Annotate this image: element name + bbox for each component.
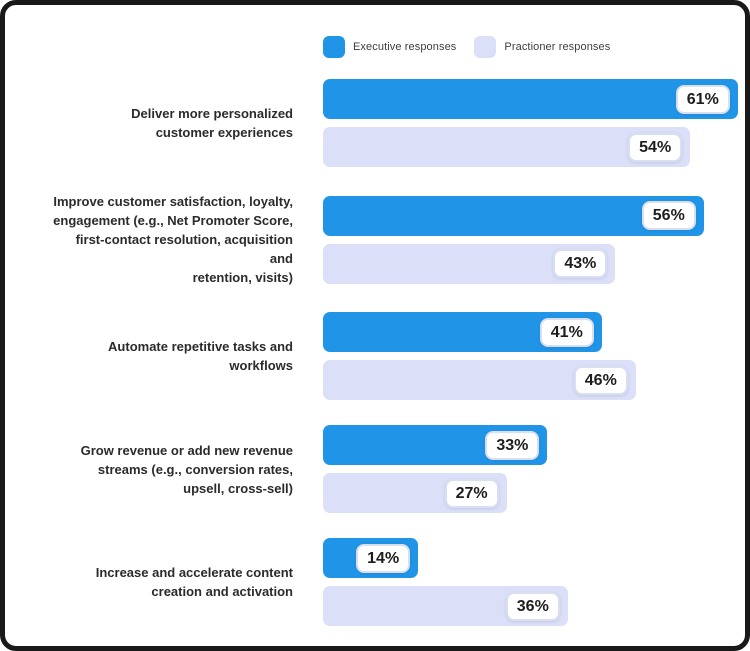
bar-executive: 14% xyxy=(323,538,419,578)
value-badge: 14% xyxy=(356,543,411,573)
value-badge: 41% xyxy=(539,317,594,347)
value-badge: 43% xyxy=(553,249,608,278)
bar-practitioner: 43% xyxy=(323,243,616,284)
value-badge: 36% xyxy=(505,591,560,621)
value-badge: 33% xyxy=(485,430,540,460)
legend: Executive responses Practioner responses xyxy=(323,36,745,58)
legend-item-practitioner: Practioner responses xyxy=(474,36,610,58)
category-label: Improve customer satisfaction, loyalty, … xyxy=(53,194,293,285)
value-badge: 46% xyxy=(573,365,628,395)
category-label: Deliver more personalized customer exper… xyxy=(131,106,293,140)
bar-pair: 56% 43% xyxy=(323,195,704,284)
bar-pair: 33% 27% xyxy=(323,425,548,513)
bar-group: Improve customer satisfaction, loyalty, … xyxy=(5,192,745,287)
bar-group: Grow revenue or add new revenue streams … xyxy=(5,425,745,513)
bar-executive: 33% xyxy=(323,425,548,465)
bar-pair: 41% 46% xyxy=(323,312,636,400)
bar-pair: 61% 54% xyxy=(323,79,738,167)
bar-practitioner: 36% xyxy=(323,586,568,626)
category-label: Automate repetitive tasks and workflows xyxy=(108,339,293,373)
legend-swatch-practitioner xyxy=(474,36,497,58)
bar-executive: 41% xyxy=(323,312,602,352)
bar-practitioner: 27% xyxy=(323,473,507,513)
legend-swatch-executive xyxy=(323,36,345,58)
value-badge: 61% xyxy=(675,84,730,114)
value-badge: 27% xyxy=(444,478,499,508)
bar-pair: 14% 36% xyxy=(323,538,568,626)
bar-executive: 56% xyxy=(323,195,704,236)
bar-practitioner: 54% xyxy=(323,127,691,167)
bar-group: Deliver more personalized customer exper… xyxy=(5,79,745,167)
legend-label-executive: Executive responses xyxy=(353,41,457,53)
category-label: Increase and accelerate content creation… xyxy=(95,565,293,599)
legend-item-executive: Executive responses xyxy=(323,36,456,58)
category-label: Grow revenue or add new revenue streams … xyxy=(80,442,293,496)
legend-label-practitioner: Practioner responses xyxy=(504,41,611,53)
value-badge: 56% xyxy=(641,201,696,230)
bar-group: Increase and accelerate content creation… xyxy=(5,538,745,626)
bar-groups: Deliver more personalized customer exper… xyxy=(5,79,745,626)
bar-group: Automate repetitive tasks and workflows … xyxy=(5,312,745,400)
bar-executive: 61% xyxy=(323,79,738,119)
bar-practitioner: 46% xyxy=(323,360,636,400)
value-badge: 54% xyxy=(628,132,683,162)
